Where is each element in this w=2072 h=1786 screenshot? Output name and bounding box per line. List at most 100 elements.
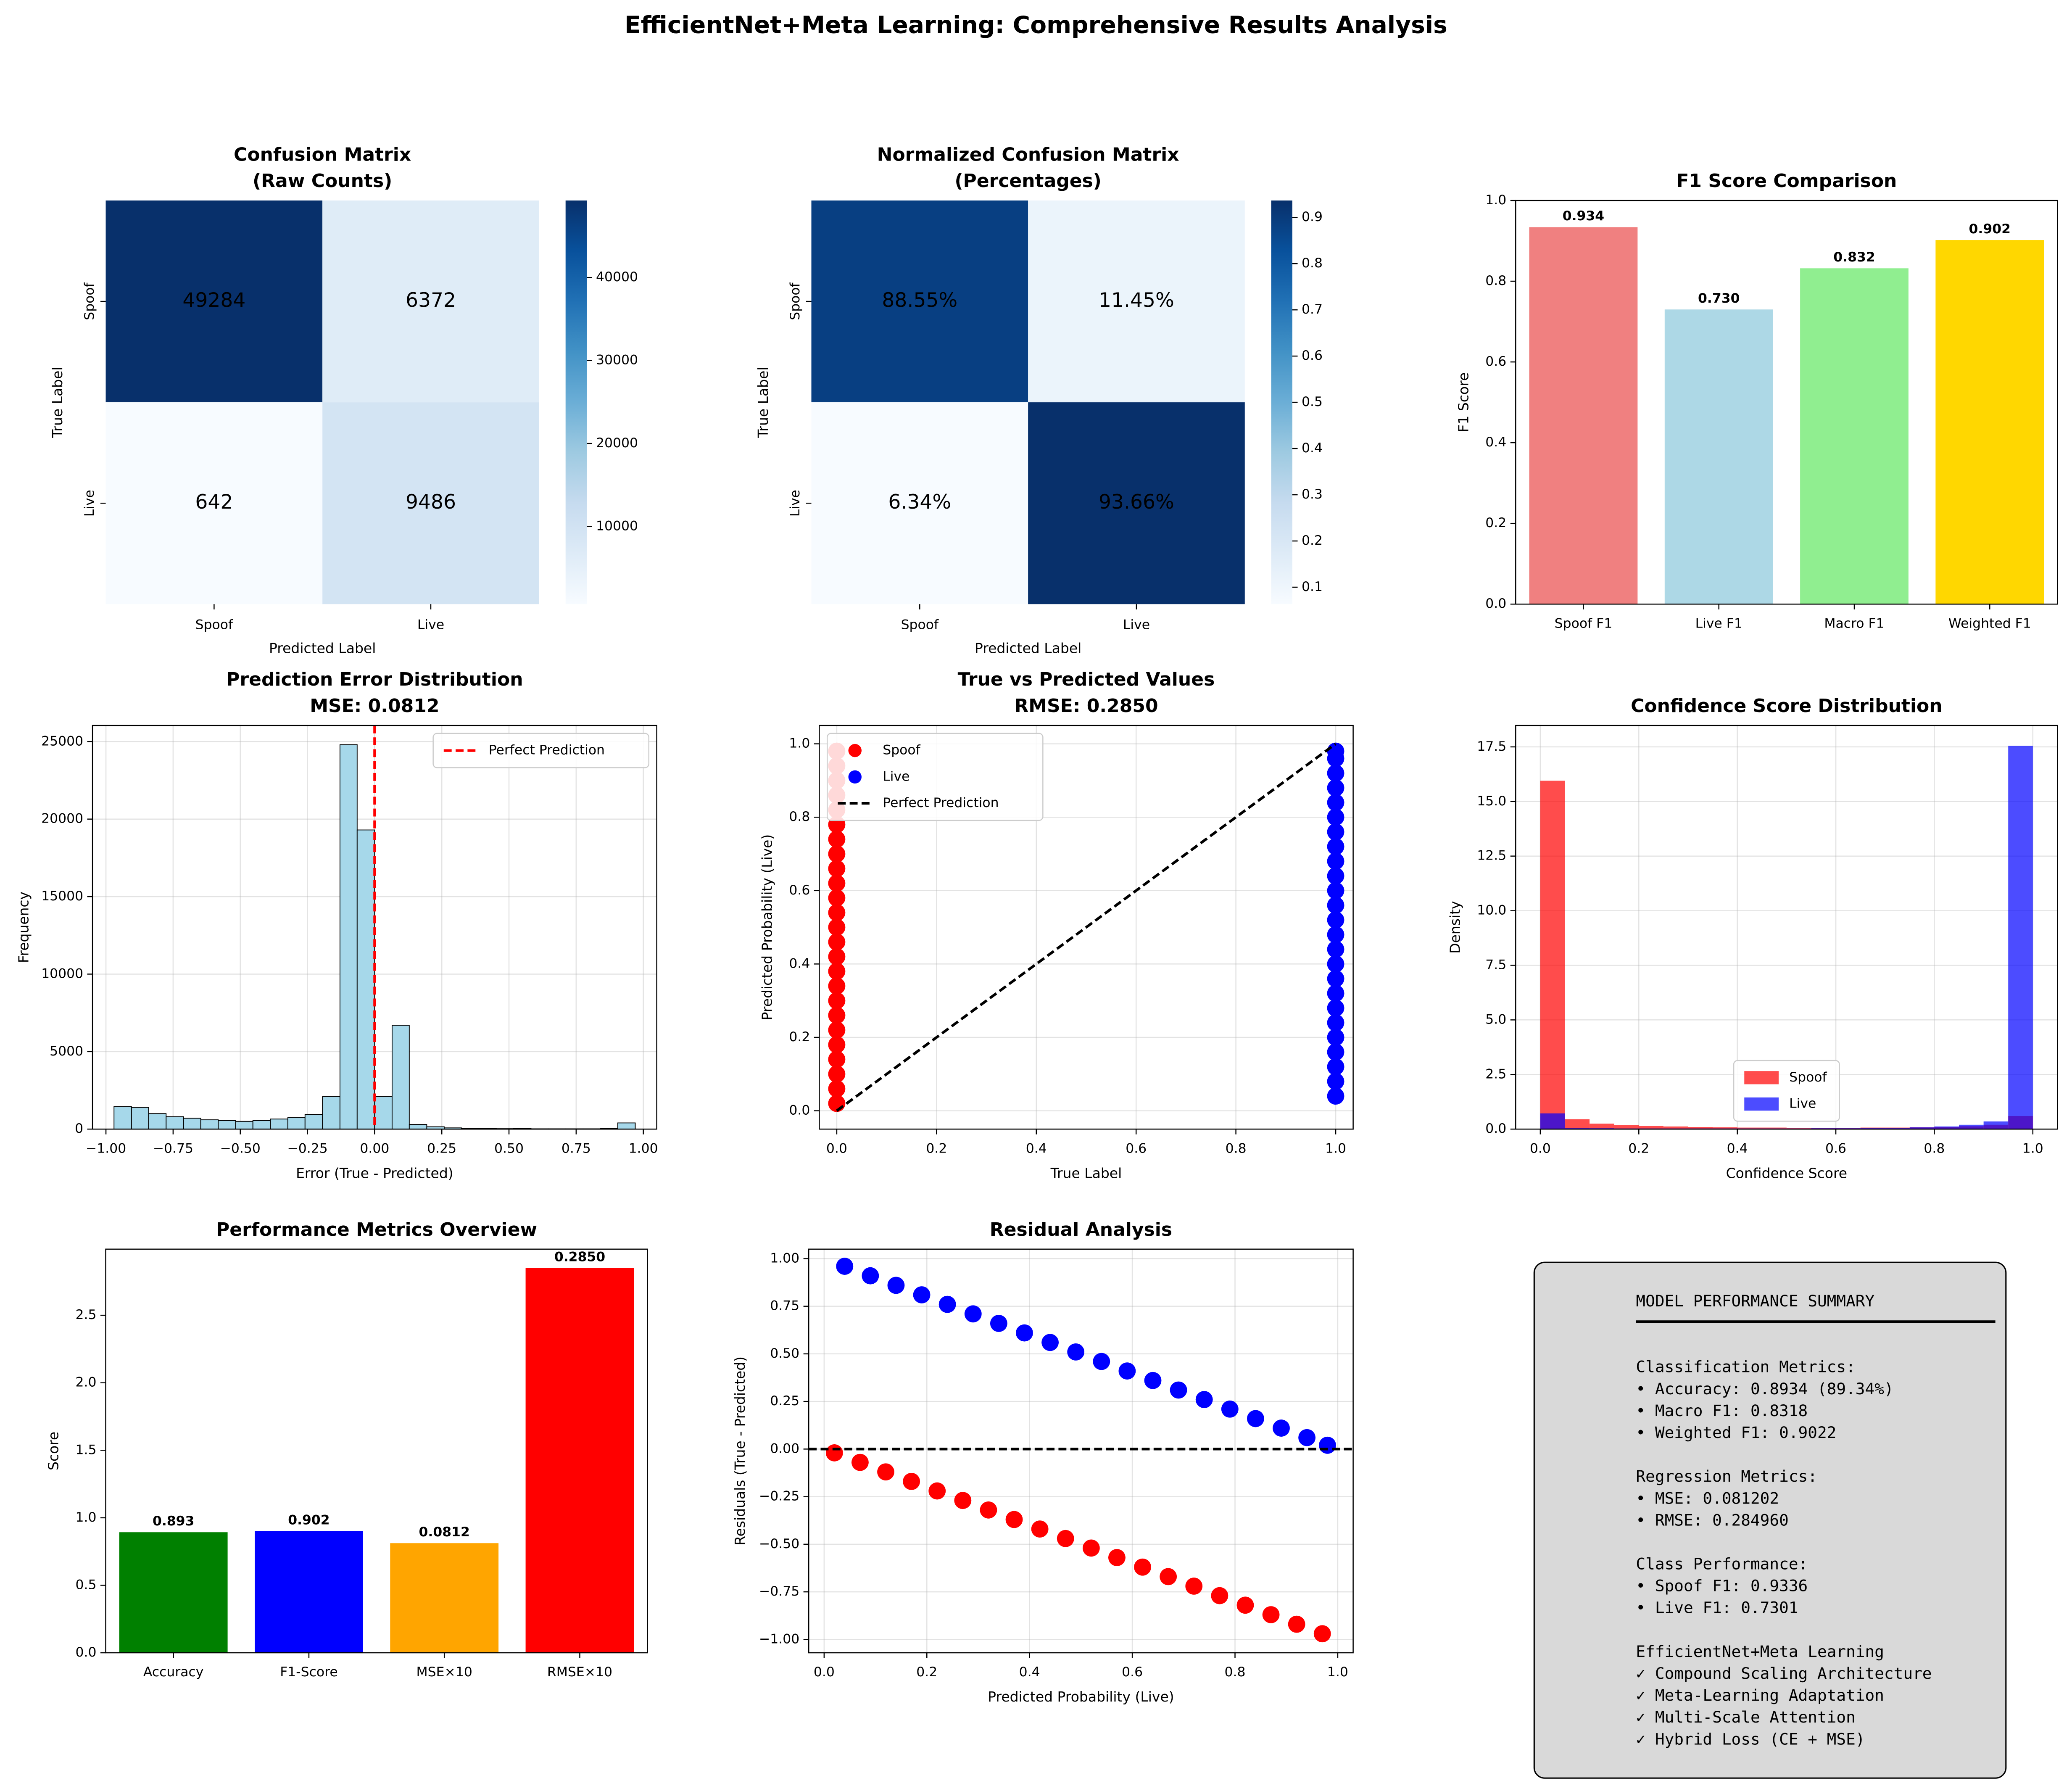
histogram-bar: [1614, 1125, 1639, 1129]
chart-title: Residual Analysis: [990, 1219, 1172, 1240]
scatter-point: [1327, 882, 1344, 900]
scatter-point: [1160, 1568, 1177, 1586]
summary-box: [1533, 1261, 2007, 1779]
chart-title: Confusion Matrix: [234, 144, 411, 165]
y-tick-label: 0.0: [1485, 1121, 1506, 1136]
scatter-point: [1327, 897, 1344, 914]
plot-frame: [1515, 200, 2058, 605]
x-tick-label: MSE×10: [417, 1665, 472, 1680]
y-tick-label: 1.5: [76, 1442, 97, 1457]
bar-value-label: 0.902: [288, 1512, 330, 1527]
histogram-bar: [166, 1116, 184, 1130]
colorbar-tick-label: 0.2: [1302, 533, 1323, 548]
colorbar-tick-label: 0.5: [1302, 394, 1323, 409]
y-tick-label: 0.5: [76, 1577, 97, 1592]
plot-frame: [808, 1248, 1354, 1654]
scatter-point: [1108, 1549, 1126, 1566]
histogram-bar: [1565, 1128, 1590, 1129]
histogram-bar: [1934, 1126, 1959, 1129]
colorbar: [565, 200, 587, 604]
y-tick-label: 0.75: [770, 1298, 799, 1314]
bar: [525, 1268, 634, 1653]
y-tick-label: 0.50: [770, 1346, 799, 1361]
y-tick-label: Live: [788, 490, 803, 517]
x-tick-label: 1.0: [1325, 1141, 1346, 1156]
histogram-bar: [617, 1122, 636, 1130]
y-tick-label: 2.5: [76, 1307, 97, 1322]
histogram-bar: [1540, 1113, 1565, 1129]
y-tick-label: 0.00: [770, 1441, 799, 1456]
histogram-bar: [1983, 1121, 2009, 1129]
summary-item: • Macro F1: 0.8318: [1636, 1401, 1808, 1420]
scatter-point: [1273, 1419, 1290, 1437]
chart-subtitle: (Raw Counts): [253, 170, 392, 192]
legend-label: Perfect Prediction: [883, 795, 999, 810]
histogram-bar: [1909, 1127, 1935, 1129]
scatter-point: [825, 1444, 843, 1462]
histogram-bar: [287, 1117, 306, 1130]
y-tick-label: 1.00: [770, 1250, 799, 1266]
scatter-point: [1005, 1511, 1023, 1528]
y-tick-label: 1.0: [789, 736, 810, 751]
histogram-bar: [200, 1119, 219, 1130]
bar: [1935, 240, 2044, 604]
scatter-point: [877, 1463, 894, 1481]
scatter-point: [1031, 1520, 1049, 1538]
scatter-point: [1016, 1324, 1033, 1342]
scatter-point: [1327, 867, 1344, 885]
bar-value-label: 0.832: [1833, 250, 1875, 265]
histogram-bar: [339, 744, 358, 1130]
scatter-point: [913, 1286, 931, 1303]
plot-frame: [92, 725, 657, 1130]
scatter-point: [964, 1305, 982, 1323]
histogram-bar: [1639, 1126, 1663, 1129]
x-axis-label: True Label: [1050, 1165, 1122, 1181]
y-axis-label: Residuals (True - Predicted): [732, 1356, 748, 1546]
scatter-point: [1319, 1436, 1336, 1454]
y-tick-label: 7.5: [1485, 958, 1506, 973]
plot-frame: [1515, 725, 2058, 1130]
x-tick-label: −0.25: [287, 1141, 327, 1156]
chart-title: Normalized Confusion Matrix: [877, 144, 1179, 165]
x-tick-label: 0.4: [1026, 1141, 1047, 1156]
scatter-point: [828, 860, 846, 877]
y-tick-label: 5.0: [1485, 1012, 1506, 1027]
scatter-point: [1313, 1625, 1331, 1643]
scatter-point: [1327, 999, 1344, 1017]
chart-title: Prediction Error Distribution: [226, 669, 523, 690]
heatmap-cell: [322, 200, 539, 403]
histogram-bar: [183, 1118, 201, 1130]
x-tick-label: 0.8: [1226, 1141, 1247, 1156]
cell-label: 49284: [182, 289, 245, 312]
summary-item: ✓ Meta-Learning Adaptation: [1636, 1686, 1884, 1704]
bar-value-label: 0.893: [153, 1514, 194, 1529]
scatter-point: [1327, 779, 1344, 797]
x-tick-label: 0.75: [561, 1141, 591, 1156]
y-tick-label: 20000: [41, 811, 83, 826]
y-tick-label: 1.0: [1485, 193, 1506, 208]
scatter-point: [828, 1036, 846, 1053]
y-tick-label: 12.5: [1477, 848, 1506, 863]
scatter-point: [828, 1007, 846, 1024]
bar-value-label: 0.2850: [554, 1250, 605, 1265]
legend-label: Live: [883, 769, 909, 784]
x-tick-label: Spoof: [901, 617, 939, 632]
x-tick-label: 1.0: [2022, 1141, 2043, 1156]
y-tick-label: 15.0: [1477, 794, 1506, 809]
y-tick-label: −0.50: [759, 1536, 799, 1551]
chart-title: Performance Metrics Overview: [216, 1219, 537, 1240]
colorbar-tick-label: 40000: [596, 269, 638, 285]
colorbar-tick-label: 0.4: [1302, 441, 1323, 456]
y-axis-label: True Label: [755, 367, 771, 438]
legend-swatch: [1744, 1071, 1779, 1084]
legend-label: Live: [1789, 1096, 1816, 1111]
heatmap-cell: [1028, 402, 1245, 604]
scatter-point: [1082, 1539, 1100, 1557]
colorbar-tick-label: 0.6: [1302, 348, 1323, 363]
scatter-point: [928, 1482, 946, 1500]
legend-label: Spoof: [883, 743, 920, 758]
histogram-bar: [1885, 1128, 1910, 1129]
y-tick-label: 0.2: [789, 1029, 810, 1045]
x-tick-label: Weighted F1: [1948, 616, 2031, 631]
